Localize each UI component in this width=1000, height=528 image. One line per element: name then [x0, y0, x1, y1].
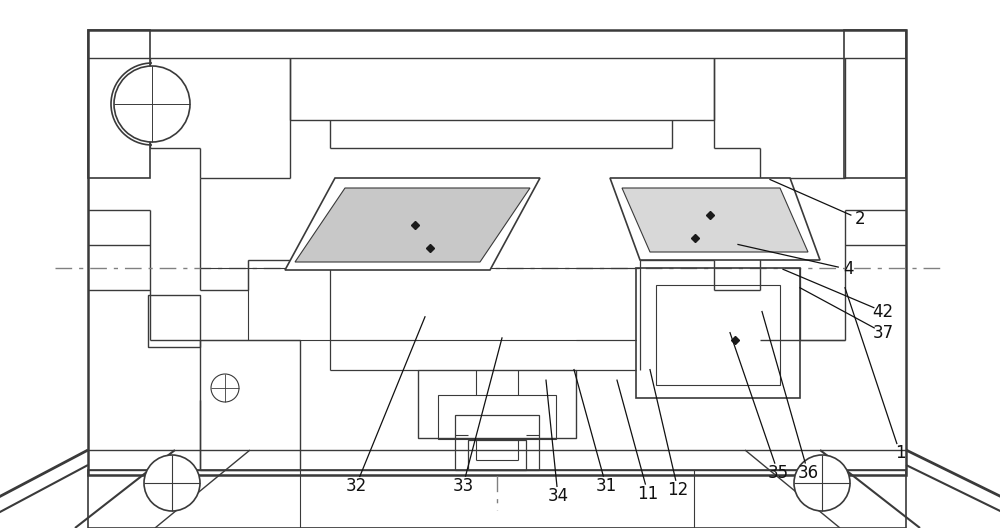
Text: 12: 12: [667, 481, 689, 499]
Text: 42: 42: [872, 303, 894, 320]
Bar: [455, 415, 539, 470]
Bar: [468, 440, 526, 470]
Circle shape: [794, 455, 850, 511]
Bar: [88, 30, 150, 178]
Text: 32: 32: [345, 477, 367, 495]
Polygon shape: [622, 188, 808, 252]
Polygon shape: [285, 178, 540, 270]
Circle shape: [144, 455, 200, 511]
Text: 1: 1: [895, 444, 905, 462]
Text: 34: 34: [547, 487, 569, 505]
Bar: [418, 370, 576, 438]
Text: 37: 37: [872, 324, 894, 342]
Bar: [200, 340, 300, 470]
Bar: [88, 30, 906, 475]
Bar: [438, 395, 556, 439]
Bar: [148, 295, 200, 347]
Bar: [636, 268, 800, 398]
Text: 33: 33: [452, 477, 474, 495]
Text: 36: 36: [797, 464, 819, 482]
Bar: [656, 285, 780, 385]
Circle shape: [211, 374, 239, 402]
Bar: [844, 30, 906, 178]
Text: 11: 11: [637, 485, 659, 503]
Polygon shape: [610, 178, 820, 260]
Polygon shape: [295, 188, 530, 262]
Text: 31: 31: [595, 477, 617, 495]
Text: 35: 35: [767, 464, 789, 482]
Text: 2: 2: [855, 210, 865, 228]
Bar: [88, 470, 906, 528]
Text: 4: 4: [843, 260, 853, 278]
Circle shape: [114, 66, 190, 142]
